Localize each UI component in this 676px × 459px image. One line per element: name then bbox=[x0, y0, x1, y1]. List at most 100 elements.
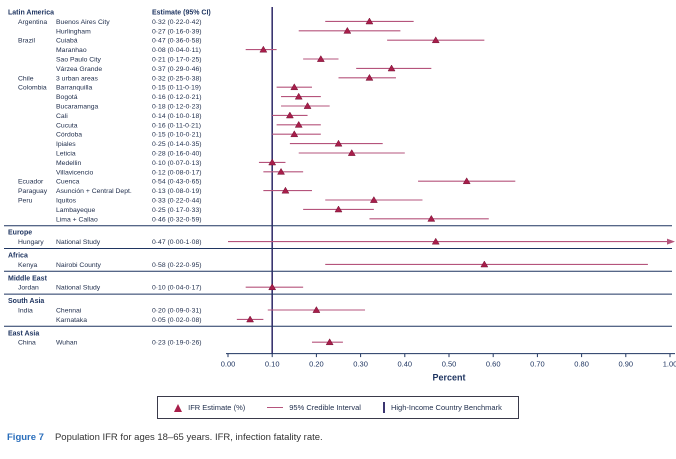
estimate-marker bbox=[268, 158, 277, 166]
estimate-label: 0·08 (0·04-0·11) bbox=[152, 47, 201, 54]
x-tick-label: 0.00 bbox=[221, 360, 236, 369]
estimate-label: 0·25 (0·17-0·33) bbox=[152, 207, 202, 214]
country-label: Paraguay bbox=[18, 188, 48, 195]
site-label: National Study bbox=[56, 285, 101, 292]
site-label: Nairobi County bbox=[56, 262, 102, 269]
site-label: Sao Paulo City bbox=[56, 57, 102, 64]
estimate-marker bbox=[281, 186, 290, 194]
site-label: Barranquilla bbox=[56, 85, 92, 92]
site-label: Cali bbox=[56, 113, 68, 120]
estimate-label: 0·16 (0·11-0·21) bbox=[152, 122, 201, 129]
estimate-label: 0·47 (0·36-0·58) bbox=[152, 38, 202, 45]
country-label: India bbox=[18, 308, 33, 315]
estimate-marker bbox=[334, 205, 343, 213]
estimate-marker bbox=[290, 83, 299, 91]
estimate-label: 0·28 (0·16-0·40) bbox=[152, 151, 202, 158]
x-tick-label: 0.30 bbox=[353, 360, 368, 369]
country-label: Argentina bbox=[18, 19, 47, 26]
benchmark-line-icon bbox=[382, 402, 385, 413]
estimate-label: 0·21 (0·17-0·25) bbox=[152, 57, 202, 64]
legend-label-credible-interval: 95% Credible Interval bbox=[289, 403, 361, 412]
legend-item-credible-interval: 95% Credible Interval bbox=[267, 403, 361, 412]
estimate-label: 0·32 (0·22-0·42) bbox=[152, 19, 202, 26]
region-header: South Asia bbox=[8, 298, 44, 305]
estimate-marker bbox=[365, 17, 374, 25]
x-tick-label: 0.10 bbox=[265, 360, 280, 369]
country-label: Hungary bbox=[18, 239, 44, 246]
estimate-marker bbox=[312, 306, 321, 313]
x-axis-title: Percent bbox=[432, 373, 465, 383]
interval-line-icon bbox=[267, 407, 284, 408]
legend-label-benchmark: High-Income Country Benchmark bbox=[390, 403, 502, 412]
estimate-label: 0·23 (0·19-0·26) bbox=[152, 340, 202, 347]
region-header: Middle East bbox=[8, 275, 48, 282]
estimate-marker bbox=[285, 111, 294, 119]
estimate-marker bbox=[365, 73, 374, 81]
region-header: Europe bbox=[8, 230, 32, 237]
x-tick-label: 0.50 bbox=[442, 360, 457, 369]
estimate-label: 0·18 (0·12-0·23) bbox=[152, 104, 202, 111]
estimate-marker bbox=[334, 139, 343, 147]
estimate-marker bbox=[316, 55, 325, 62]
legend: IFR Estimate (%) 95% Credible Interval H… bbox=[157, 396, 519, 419]
estimate-label: 0·58 (0·22-0·95) bbox=[152, 262, 202, 269]
estimate-marker bbox=[294, 120, 303, 128]
figure-number: Figure 7 bbox=[7, 432, 44, 443]
estimate-label: 0·15 (0·11-0·19) bbox=[152, 85, 201, 92]
x-tick-label: 0.70 bbox=[530, 360, 545, 369]
estimate-marker bbox=[347, 149, 356, 156]
estimate-label: 0·15 (0·10-0·21) bbox=[152, 132, 202, 139]
site-label: Asunción + Central Dept. bbox=[56, 188, 132, 195]
estimate-label: 0·13 (0·08-0·19) bbox=[152, 188, 202, 195]
site-label: Córdoba bbox=[56, 132, 82, 139]
estimate-label: 0·12 (0·08-0·17) bbox=[152, 169, 202, 176]
site-label: Maranhao bbox=[56, 47, 87, 54]
forest-plot: Latin America Estimate (95% CI) Argentina B… bbox=[4, 7, 676, 383]
site-label: Buenos Aires City bbox=[56, 19, 110, 26]
site-label: Bucaramanga bbox=[56, 104, 99, 111]
site-label: Bogotá bbox=[56, 94, 78, 101]
site-label: 3 urban areas bbox=[56, 75, 99, 82]
estimate-marker bbox=[246, 315, 255, 323]
estimate-label: 0·10 (0·07-0·13) bbox=[152, 160, 202, 167]
estimate-marker bbox=[387, 64, 396, 72]
estimate-marker bbox=[343, 26, 352, 34]
x-tick-label: 0.60 bbox=[486, 360, 501, 369]
site-label: Várzea Grande bbox=[56, 66, 102, 73]
site-label: Cuiabá bbox=[56, 38, 78, 45]
site-label: Lima + Callao bbox=[56, 216, 98, 223]
estimate-marker bbox=[480, 260, 489, 268]
estimate-marker bbox=[462, 177, 471, 185]
region-header: East Asia bbox=[8, 330, 39, 337]
estimate-label: 0·20 (0·09-0·31) bbox=[152, 308, 202, 315]
legend-label-ifr-estimate: IFR Estimate (%) bbox=[188, 403, 246, 412]
site-label: Cuenca bbox=[56, 179, 80, 186]
estimate-label: 0·27 (0·16-0·39) bbox=[152, 28, 202, 35]
estimate-marker bbox=[290, 130, 299, 138]
arrow-right-icon bbox=[667, 238, 675, 245]
estimate-marker bbox=[427, 214, 436, 222]
country-label: China bbox=[18, 340, 36, 347]
triangle-marker-icon bbox=[174, 403, 183, 412]
x-tick-label: 0.20 bbox=[309, 360, 324, 369]
site-label: National Study bbox=[56, 239, 101, 246]
estimate-marker bbox=[277, 167, 285, 175]
estimate-label: 0·33 (0·22-0·44) bbox=[152, 198, 202, 205]
estimate-marker bbox=[431, 237, 440, 245]
estimate-marker bbox=[369, 196, 378, 203]
site-label: Lambayeque bbox=[56, 207, 96, 214]
site-label: Wuhan bbox=[56, 340, 78, 347]
country-label: Brazil bbox=[18, 38, 35, 45]
site-label: Iquitos bbox=[56, 198, 77, 205]
estimate-marker bbox=[325, 338, 334, 346]
figure-caption-text: Population IFR for ages 18–65 years. IFR… bbox=[54, 432, 323, 443]
site-label: Cucuta bbox=[56, 122, 78, 129]
estimate-label: 0·46 (0·32-0·59) bbox=[152, 216, 202, 223]
estimate-marker bbox=[294, 92, 303, 100]
country-label: Chile bbox=[18, 75, 34, 82]
estimate-label: 0·16 (0·12-0·21) bbox=[152, 94, 202, 101]
legend-item-benchmark: High-Income Country Benchmark bbox=[382, 402, 502, 413]
country-label: Ecuador bbox=[18, 179, 44, 186]
country-label: Colombia bbox=[18, 85, 47, 92]
